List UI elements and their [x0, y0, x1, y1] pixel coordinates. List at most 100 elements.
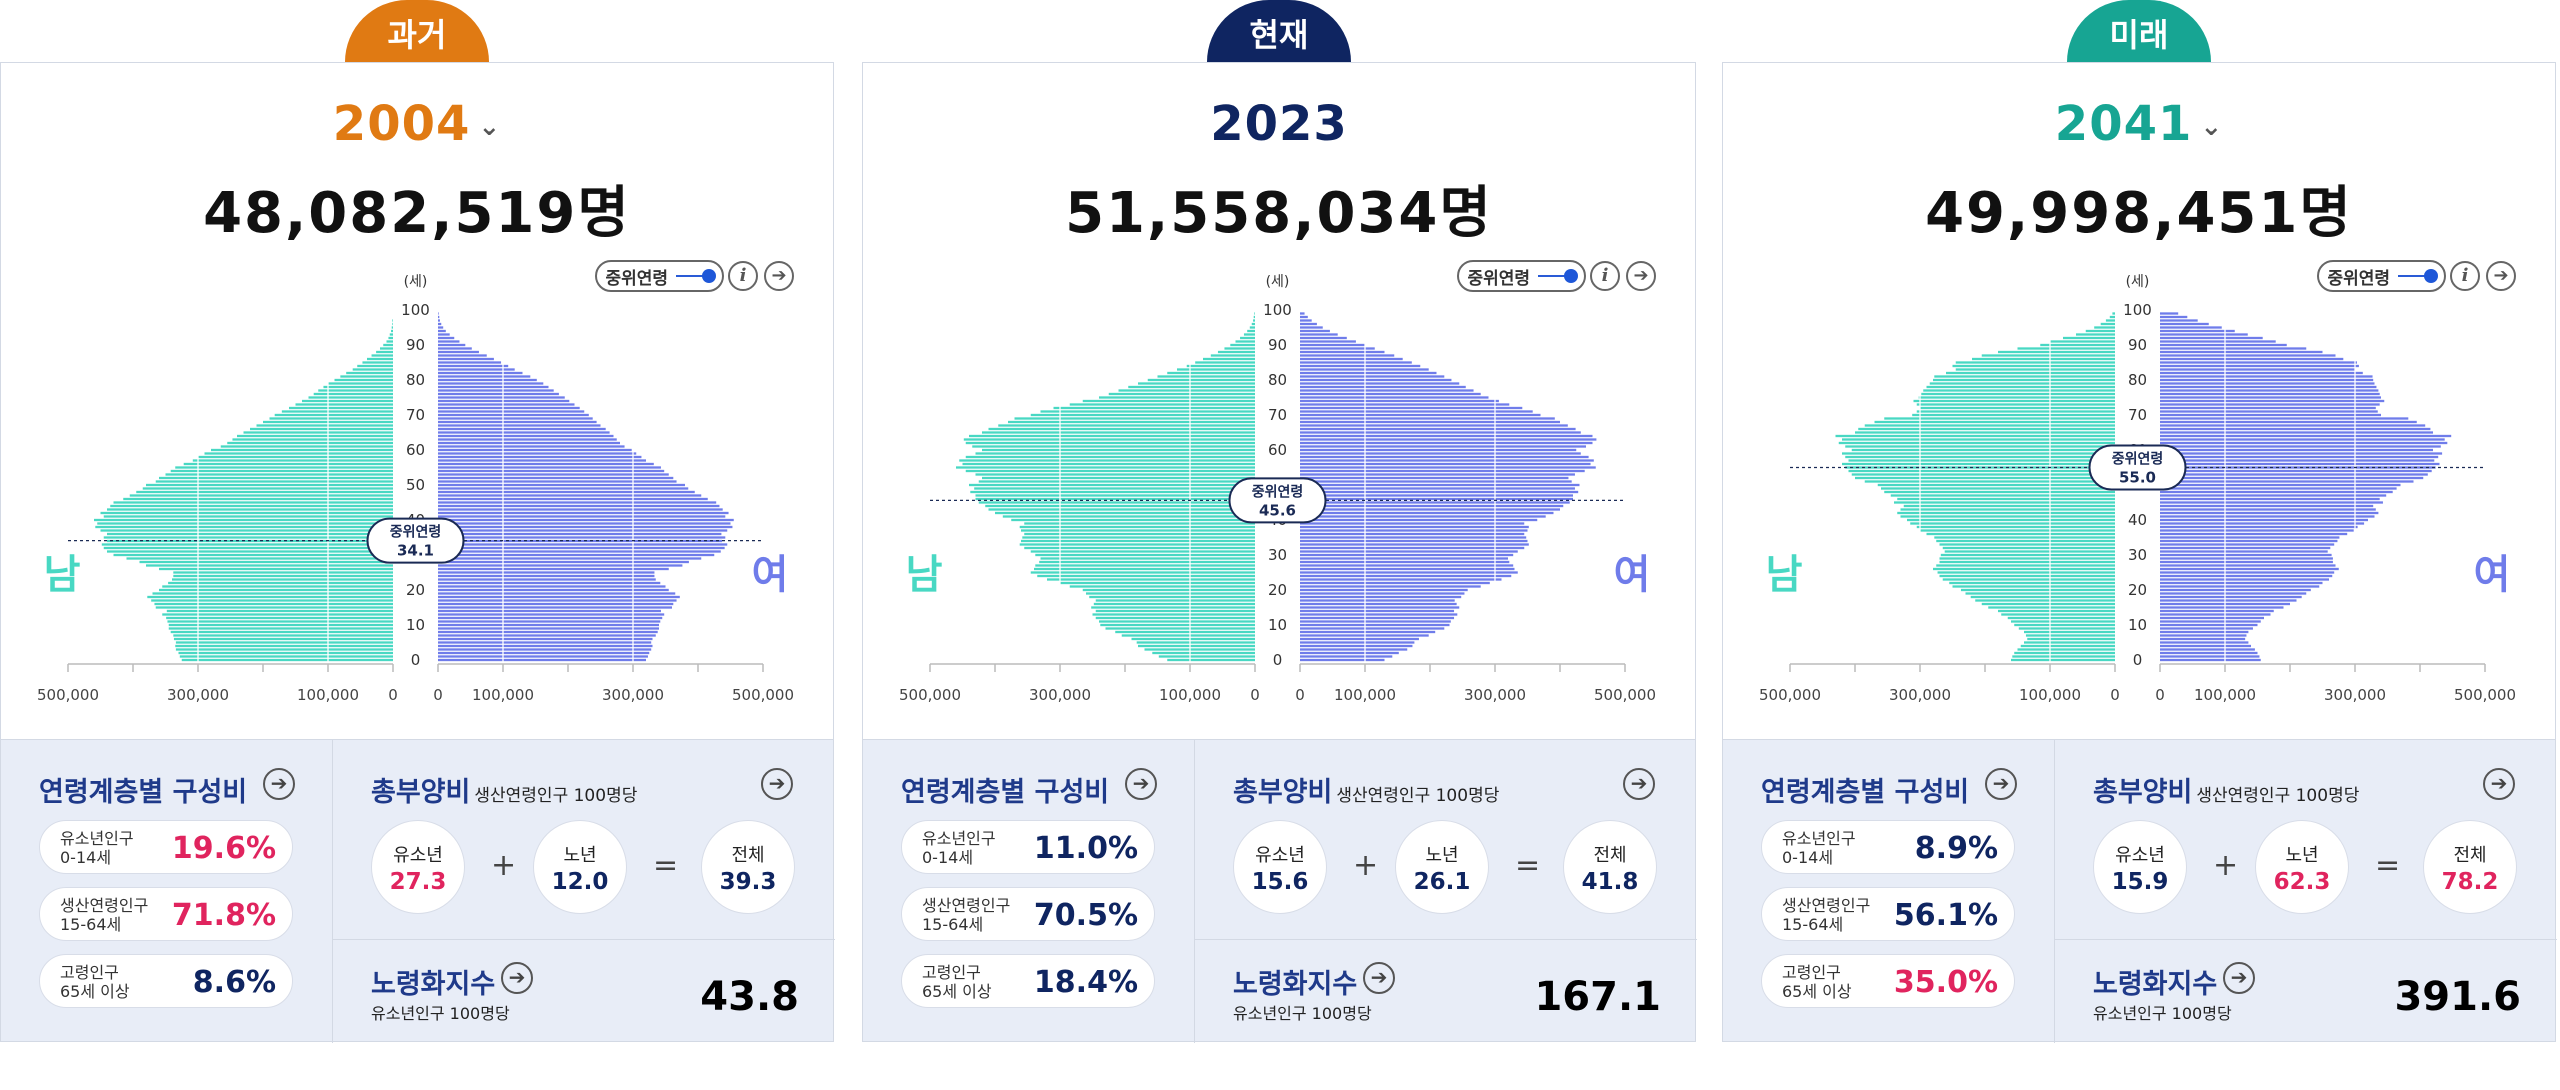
arrow-right-icon[interactable]: ➔ — [1626, 261, 1656, 291]
female-bar-age-50 — [438, 483, 685, 487]
female-bar-age-1 — [2160, 655, 2260, 658]
female-bar-age-56 — [1300, 462, 1591, 466]
year-dropdown-chevron-icon[interactable]: ⌄ — [2200, 112, 2224, 142]
male-bar-age-26 — [159, 567, 393, 571]
female-bar-age-15 — [438, 606, 672, 609]
female-bar-age-72 — [2160, 406, 2376, 410]
info-icon[interactable]: i — [728, 261, 758, 291]
dependency-total-label: 전체 — [2453, 845, 2487, 866]
female-bar-age-59 — [438, 452, 637, 455]
female-bar-age-39 — [2160, 522, 2365, 525]
y-tick-label: 70 — [2128, 406, 2147, 424]
aging-arrow-icon[interactable]: ➔ — [1363, 962, 1395, 994]
female-bar-age-22 — [438, 581, 661, 585]
dependency-arrow-icon[interactable]: ➔ — [761, 768, 793, 800]
male-bar-age-8 — [1115, 630, 1255, 634]
male-bar-age-17 — [151, 599, 393, 602]
arrow-right-icon[interactable]: ➔ — [764, 261, 794, 291]
male-bar-age-42 — [100, 511, 393, 515]
female-bar-age-25 — [2160, 571, 2335, 574]
population-pyramid-chart: 500,000 300,000 100,000 0 0 100,000 300,000 500… — [37, 274, 794, 704]
male-bar-age-79 — [1138, 382, 1255, 385]
female-bar-age-54 — [2160, 469, 2432, 473]
female-bar-age-57 — [1300, 459, 1594, 462]
male-bar-age-91 — [386, 340, 393, 343]
arrow-right-icon[interactable]: ➔ — [2486, 261, 2516, 291]
female-bar-age-51 — [438, 480, 677, 483]
male-bar-age-4 — [1138, 644, 1255, 648]
aging-arrow-icon[interactable]: ➔ — [2223, 962, 2255, 994]
male-bar-age-39 — [1910, 522, 2115, 525]
dependency-arrow-icon[interactable]: ➔ — [2483, 768, 2515, 800]
male-bar-age-94 — [1247, 329, 1255, 333]
female-bar-age-6 — [2160, 637, 2246, 641]
male-bar-age-69 — [1884, 417, 2115, 420]
female-bar-age-87 — [1300, 354, 1395, 357]
female-bar-age-27 — [438, 564, 683, 567]
male-bar-age-4 — [2020, 644, 2115, 648]
info-icon[interactable]: i — [2450, 261, 2480, 291]
x-tick-label: 0 — [2110, 686, 2120, 704]
aging-subtitle: 유소년인구 100명당 — [2093, 1004, 2232, 1023]
male-bar-age-62 — [965, 441, 1255, 445]
male-bars — [94, 319, 394, 662]
male-bar-age-76 — [1921, 392, 2115, 396]
year-selector[interactable]: 2041 ⌄ — [1722, 96, 2556, 152]
composition-elderly-label: 고령인구 65세 이상 — [922, 963, 992, 1001]
male-bar-age-56 — [1842, 462, 2115, 466]
male-bar-age-37 — [1920, 529, 2115, 532]
median-badge-label: 중위연령 — [1252, 484, 1304, 500]
female-bar-age-7 — [2160, 634, 2247, 637]
male-bar-age-97 — [2105, 319, 2115, 322]
x-tick-label: 300,000 — [1029, 686, 1091, 704]
female-bar-age-15 — [1300, 606, 1460, 609]
female-bar-age-16 — [438, 602, 674, 606]
dependency-elderly-label: 노년 — [2285, 845, 2319, 866]
male-bar-age-82 — [1167, 371, 1255, 375]
female-bar-age-36 — [2160, 532, 2348, 536]
male-bar-age-6 — [2027, 637, 2115, 641]
male-bar-age-25 — [173, 571, 393, 574]
male-bar-age-63 — [1842, 438, 2115, 441]
composition-arrow-icon[interactable]: ➔ — [263, 768, 295, 800]
composition-arrow-icon[interactable]: ➔ — [1125, 768, 1157, 800]
composition-working: 생산연령인구 15-64세 56.1% — [1761, 887, 2015, 941]
male-bar-age-65 — [1855, 431, 2115, 434]
female-bar-age-78 — [2160, 385, 2377, 389]
x-tick-label: 500,000 — [1594, 686, 1656, 704]
info-icon[interactable]: i — [1590, 261, 1620, 291]
male-label: 남 — [1766, 552, 1803, 598]
male-bar-age-88 — [1998, 350, 2115, 354]
male-bar-age-78 — [1926, 385, 2115, 389]
median-age-toggle[interactable]: 중위연령 — [1457, 260, 1586, 292]
median-age-toggle[interactable]: 중위연령 — [2317, 260, 2446, 292]
female-bar-age-93 — [2160, 333, 2248, 336]
male-bar-age-8 — [170, 630, 393, 634]
male-bar-age-82 — [346, 371, 393, 375]
female-bar-age-86 — [1300, 357, 1403, 361]
year-selector[interactable]: 2004 ⌄ — [0, 96, 834, 152]
male-bar-age-15 — [155, 606, 393, 609]
dependency-arrow-icon[interactable]: ➔ — [1623, 768, 1655, 800]
median-age-toggle[interactable]: 중위연령 — [595, 260, 724, 292]
year-dropdown-chevron-icon[interactable]: ⌄ — [478, 112, 502, 142]
population-pyramid-chart: 500,000 300,000 100,000 0 0 100,000 300,000 500… — [899, 274, 1656, 704]
female-bar-age-87 — [438, 354, 487, 357]
female-bar-age-29 — [438, 557, 702, 560]
female-bar-age-24 — [438, 574, 655, 578]
female-bar-age-62 — [1300, 441, 1593, 445]
female-bar-age-21 — [438, 585, 666, 588]
male-bar-age-67 — [256, 424, 393, 427]
female-bar-age-26 — [438, 567, 669, 571]
composition-arrow-icon[interactable]: ➔ — [1985, 768, 2017, 800]
composition-working: 생산연령인구 15-64세 70.5% — [901, 887, 1155, 941]
composition-working-value: 71.8% — [171, 898, 276, 933]
female-bar-age-68 — [1300, 420, 1560, 424]
dependency-elderly-value: 26.1 — [1413, 869, 1471, 895]
male-bar-age-54 — [965, 469, 1255, 473]
median-badge-label: 중위연령 — [2112, 452, 2164, 468]
male-bar-age-32 — [103, 546, 393, 550]
female-bar-age-98 — [438, 315, 440, 319]
male-bar-age-91 — [1235, 340, 1255, 343]
aging-arrow-icon[interactable]: ➔ — [501, 962, 533, 994]
